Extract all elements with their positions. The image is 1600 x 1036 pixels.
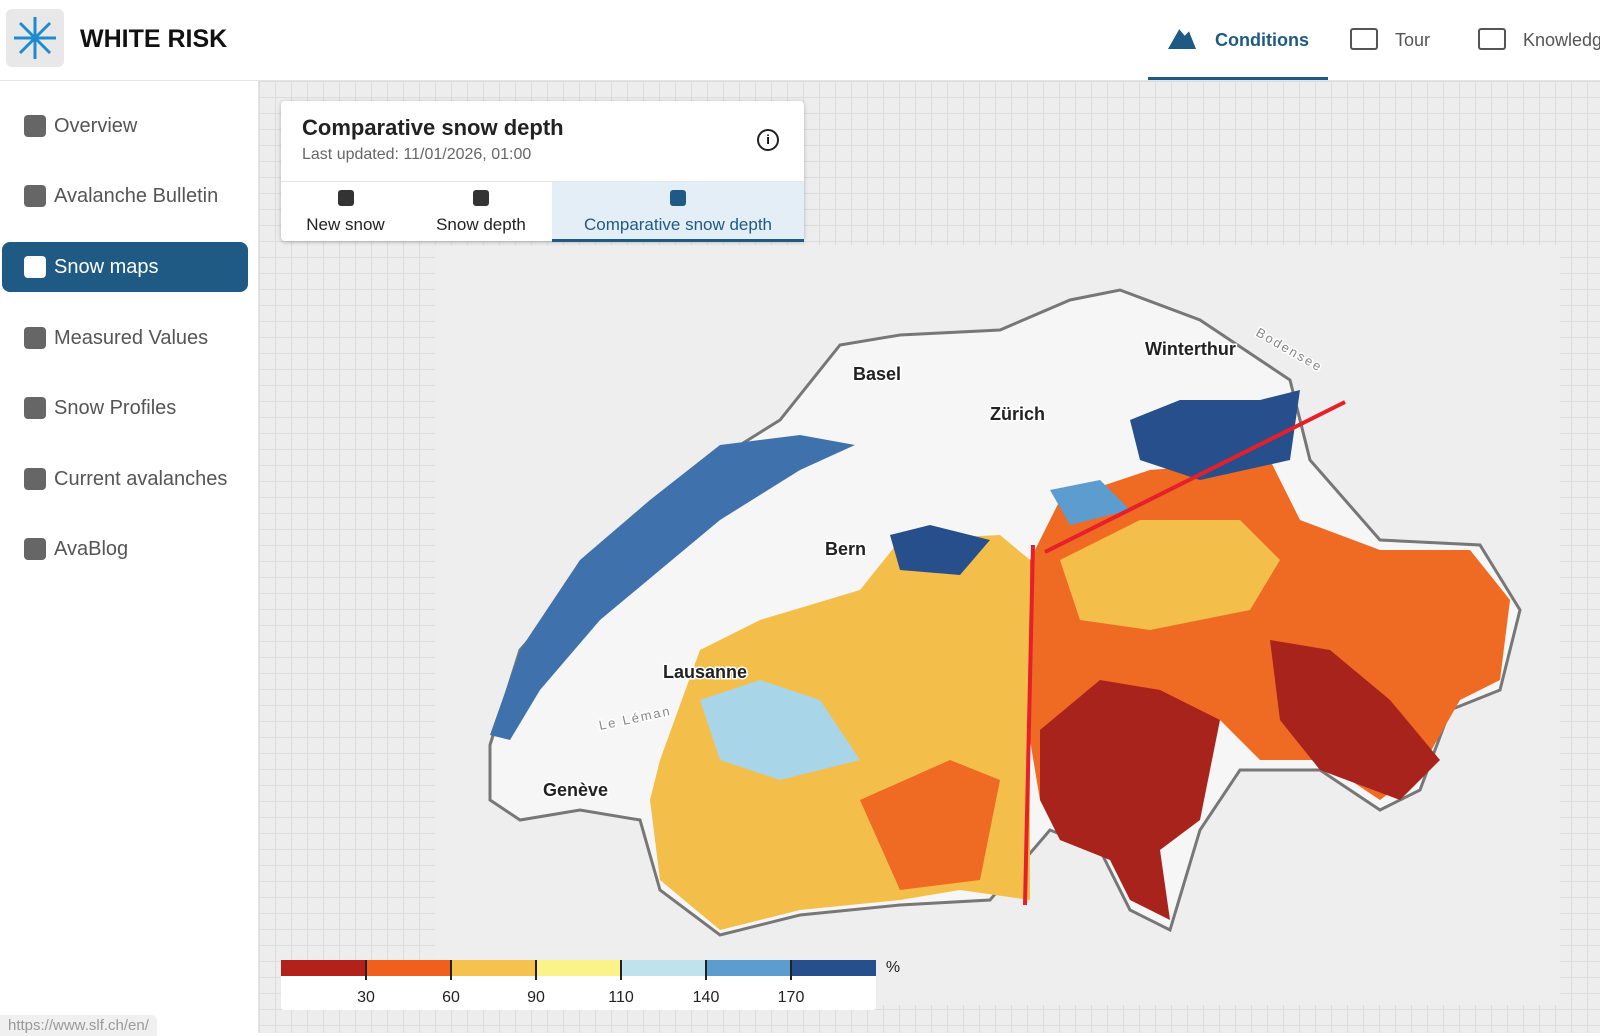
- nav-label: Conditions: [1215, 30, 1309, 50]
- sidebar: Overview Avalanche Bulletin Snow maps Measu…: [0, 81, 259, 1033]
- map-label: Genève: [543, 780, 608, 800]
- panel-title: Comparative snow depth: [302, 115, 564, 140]
- nav-conditions[interactable]: Conditions: [1148, 0, 1328, 80]
- legend: 30 60 90 110 140 170%: [281, 960, 900, 1010]
- info-panel: Comparative snow depth Last updated: 11/…: [281, 101, 804, 242]
- icon: [24, 185, 46, 207]
- nav-label: Tour: [1395, 30, 1431, 50]
- legend-label: 110: [608, 989, 634, 1006]
- tab[interactable]: Comparative snow depth: [552, 181, 804, 242]
- legend-swatch: [281, 960, 366, 976]
- sidebar-label: Measured Values: [54, 326, 209, 349]
- legend-swatch: [536, 960, 621, 976]
- sidebar-label: Overview: [54, 114, 138, 137]
- sidebar-label: Snow maps: [54, 255, 159, 278]
- icon: [24, 256, 46, 278]
- legend-swatch: [791, 960, 876, 976]
- sidebar-item[interactable]: Snow Profiles: [2, 383, 248, 433]
- map-label: Winterthur: [1145, 339, 1236, 359]
- tab[interactable]: Snow depth: [410, 181, 552, 242]
- sidebar-label: Avalanche Bulletin: [54, 184, 219, 207]
- tab-label: Comparative snow depth: [583, 215, 773, 234]
- nav-label: Knowledge: [1523, 30, 1600, 50]
- legend-swatch: [366, 960, 451, 976]
- legend-label: 140: [693, 989, 720, 1006]
- legend-swatch: [621, 960, 706, 976]
- icon: [473, 190, 489, 206]
- sidebar-item[interactable]: AvaBlog: [2, 524, 248, 574]
- tab-label: Snow depth: [436, 215, 526, 234]
- legend-unit: %: [886, 960, 900, 976]
- nav-knowledge[interactable]: Knowledge: [1478, 0, 1600, 80]
- map[interactable]: BaselWinterthurZürichBernLausanneGenèveB…: [435, 245, 1560, 1005]
- map-label: Basel: [853, 364, 901, 384]
- logo[interactable]: [6, 9, 66, 69]
- last-updated: Last updated: 11/01/2026, 01:00: [302, 146, 532, 163]
- icon: [337, 190, 354, 206]
- icon: [24, 468, 46, 490]
- icon: [24, 397, 46, 419]
- nav-tour[interactable]: Tour: [1350, 0, 1460, 80]
- status-url: https://www.slf.ch/en/: [0, 1015, 157, 1036]
- info-button[interactable]: i: [757, 129, 779, 151]
- map-label: Bern: [825, 539, 866, 559]
- legend-label: 90: [527, 989, 545, 1006]
- app-name: WHITE RISK: [80, 25, 228, 53]
- sidebar-item[interactable]: Overview: [2, 101, 248, 151]
- icon: [24, 538, 46, 560]
- map-label: Lausanne: [663, 662, 747, 682]
- sidebar-label: Current avalanches: [54, 467, 228, 490]
- sidebar-label: Snow Profiles: [54, 396, 177, 419]
- sidebar-item[interactable]: Snow maps: [2, 242, 248, 292]
- sidebar-item[interactable]: Avalanche Bulletin: [2, 171, 248, 221]
- legend-swatch: [451, 960, 536, 976]
- sidebar-item[interactable]: Current avalanches: [2, 454, 248, 504]
- icon: [24, 327, 46, 349]
- legend-swatch: [706, 960, 791, 976]
- tab-label: New snow: [306, 215, 385, 234]
- legend-label: 170: [778, 989, 805, 1006]
- icon: [670, 190, 686, 206]
- sidebar-label: AvaBlog: [54, 537, 129, 560]
- map-label: Zürich: [990, 404, 1045, 424]
- legend-label: 30: [357, 989, 375, 1006]
- legend-label: 60: [442, 989, 460, 1006]
- icon: [24, 115, 46, 137]
- header: WHITE RISK Conditions Tour Knowledge: [0, 0, 1600, 81]
- sidebar-item[interactable]: Measured Values: [2, 313, 248, 363]
- tab[interactable]: New snow: [281, 181, 410, 242]
